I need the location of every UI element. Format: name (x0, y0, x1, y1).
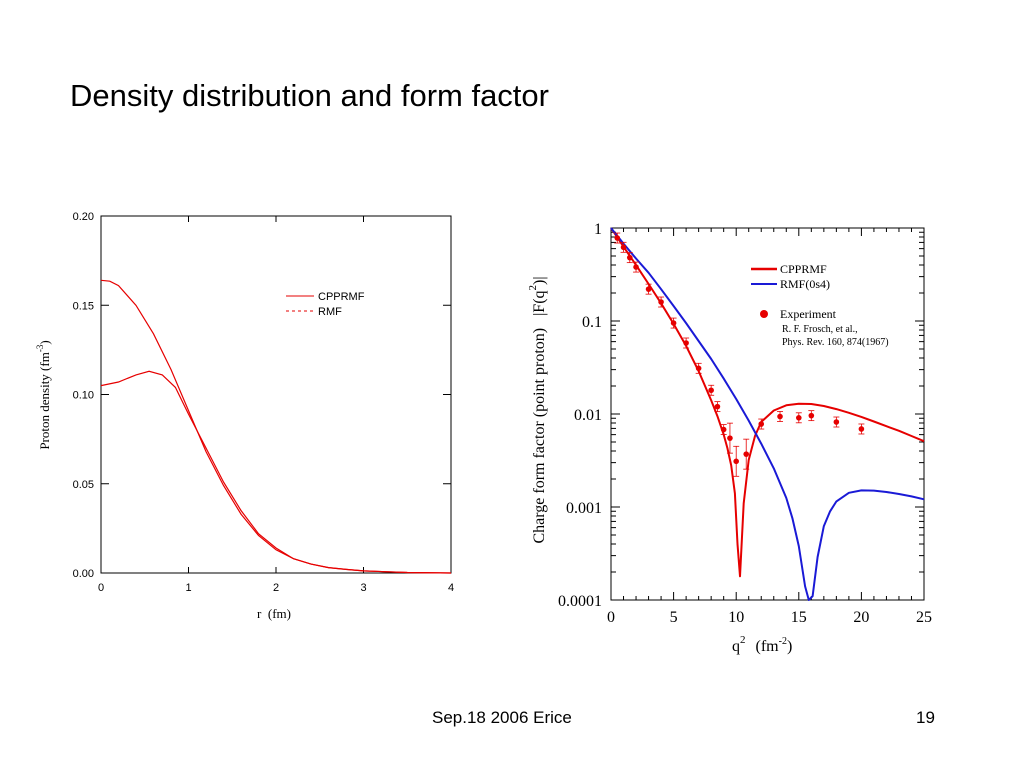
experiment-point (733, 458, 739, 465)
ff-y-label-sup: 2 (527, 285, 539, 291)
experiment-point (626, 254, 633, 261)
experiment-point (620, 244, 627, 251)
form-factor-x-axis-label: q2 (fm-2) (732, 634, 792, 655)
ff-x-label-sup: 2 (740, 634, 746, 646)
legend-label-experiment: Experiment (780, 307, 837, 321)
experiment-point (720, 426, 727, 433)
experiment-point (714, 403, 721, 410)
density-y-axis-label: Proton density (fm-3) (35, 340, 52, 449)
experiment-point (683, 340, 689, 346)
density-plot-frame (100, 215, 452, 574)
density-x-ticks: 0 1 2 3 4 (98, 216, 454, 594)
reference-line-1: R. F. Frosch, et al., (782, 324, 858, 335)
ff-x-label-unit-close: ) (787, 638, 792, 655)
density-series-line-rmf (100, 370, 452, 574)
footer-date: Sep.18 2006 Erice (432, 708, 572, 727)
legend-label-rmf: RMF (318, 306, 342, 318)
experiment-point (633, 264, 639, 270)
experiment-point (858, 426, 865, 432)
experiment-point (796, 415, 802, 421)
density-y-axis-label-text: Proton density (fm-3) (35, 340, 52, 449)
density-legend: CPPRMF RMF (286, 291, 365, 318)
form-factor-y-ticks: 0.0001 0.001 0.01 0.1 1 (558, 221, 924, 610)
experiment-point (727, 435, 733, 441)
ff-y-tick-label: 0.001 (566, 500, 602, 517)
density-series (100, 279, 452, 574)
form-factor-x-ticks: 0 5 10 15 20 25 (607, 228, 932, 626)
experiment-point (743, 451, 750, 457)
experiment-point (658, 299, 664, 305)
experiment-point (708, 387, 714, 394)
legend-label-cpprmf-ff: CPPRMF (780, 262, 827, 276)
form-factor-chart: 0 5 10 15 20 25 0.0001 0.001 0.01 0.1 1 CPPRMF RM… (527, 221, 932, 655)
legend-label-cpprmf: CPPRMF (318, 291, 365, 303)
experiment-point (808, 412, 815, 419)
density-x-tick-label: 3 (360, 582, 366, 594)
density-y-tick-label: 0.20 (73, 211, 94, 223)
experiment-point (695, 365, 702, 372)
ff-x-tick-label: 20 (853, 609, 869, 626)
density-y-label-main: Proton density (fm (37, 352, 52, 450)
form-factor-y-axis-label: Charge form factor (point proton) |F(q2)… (527, 276, 548, 543)
experiment-point (758, 421, 765, 427)
ff-x-tick-label: 0 (607, 609, 615, 626)
ff-series-line-rmf-0s4- (610, 227, 925, 601)
density-x-tick-label: 0 (98, 582, 104, 594)
ff-x-tick-label: 25 (916, 609, 932, 626)
ff-x-tick-label: 15 (791, 609, 807, 626)
density-y-tick-label: 0.05 (73, 479, 94, 491)
ff-y-tick-label: 0.0001 (558, 593, 602, 610)
experiment-point (833, 419, 840, 425)
density-y-tick-label: 0.15 (73, 300, 94, 312)
ff-y-label-main: Charge form factor (point proton) |F(q (531, 290, 548, 543)
density-y-ticks: 0.00 0.05 0.10 0.15 0.20 (73, 211, 451, 580)
experiment-point (777, 413, 783, 420)
ff-y-tick-label: 0.1 (582, 314, 602, 331)
density-y-label-sup: -3 (35, 344, 45, 352)
density-x-tick-label: 1 (185, 582, 191, 594)
legend-label-rmf-0s4: RMF(0s4) (780, 277, 830, 291)
density-x-tick-label: 4 (448, 582, 454, 594)
ff-y-tick-label: 0.01 (574, 407, 602, 424)
density-x-axis-label: r (fm) (257, 606, 291, 621)
experiment-points (614, 232, 865, 477)
density-y-label-close: ) (37, 340, 52, 344)
form-factor-series (610, 227, 925, 601)
density-y-tick-label: 0.10 (73, 390, 94, 402)
form-factor-legend: CPPRMF RMF(0s4) Experiment R. F. Frosch,… (751, 262, 889, 348)
slide-title: Density distribution and form factor (70, 78, 549, 113)
density-y-tick-label: 0.00 (73, 568, 94, 580)
reference-line-2: Phys. Rev. 160, 874(1967) (782, 337, 889, 348)
legend-marker-experiment (760, 310, 768, 318)
ff-x-label-q: q (732, 638, 740, 655)
ff-y-tick-label: 1 (594, 221, 602, 238)
ff-x-label-unit: (fm (756, 638, 780, 655)
ff-x-label-unit-sup: -2 (779, 636, 787, 647)
density-x-tick-label: 2 (273, 582, 279, 594)
density-chart: 0 1 2 3 4 0.00 0.05 0.10 0.15 0.20 CPPRMF RMF r … (35, 211, 454, 621)
ff-x-tick-label: 5 (670, 609, 678, 626)
experiment-point (645, 286, 652, 292)
experiment-point (670, 320, 677, 326)
experiment-point (614, 235, 621, 241)
form-factor-y-axis-label-text: Charge form factor (point proton) |F(q2)… (527, 276, 548, 543)
page-number: 19 (916, 708, 935, 727)
ff-series-line-cpprmf (610, 227, 925, 578)
density-series-line-cpprmf (100, 279, 452, 574)
ff-y-label-close: )| (531, 276, 548, 285)
ff-x-tick-label: 10 (728, 609, 744, 626)
